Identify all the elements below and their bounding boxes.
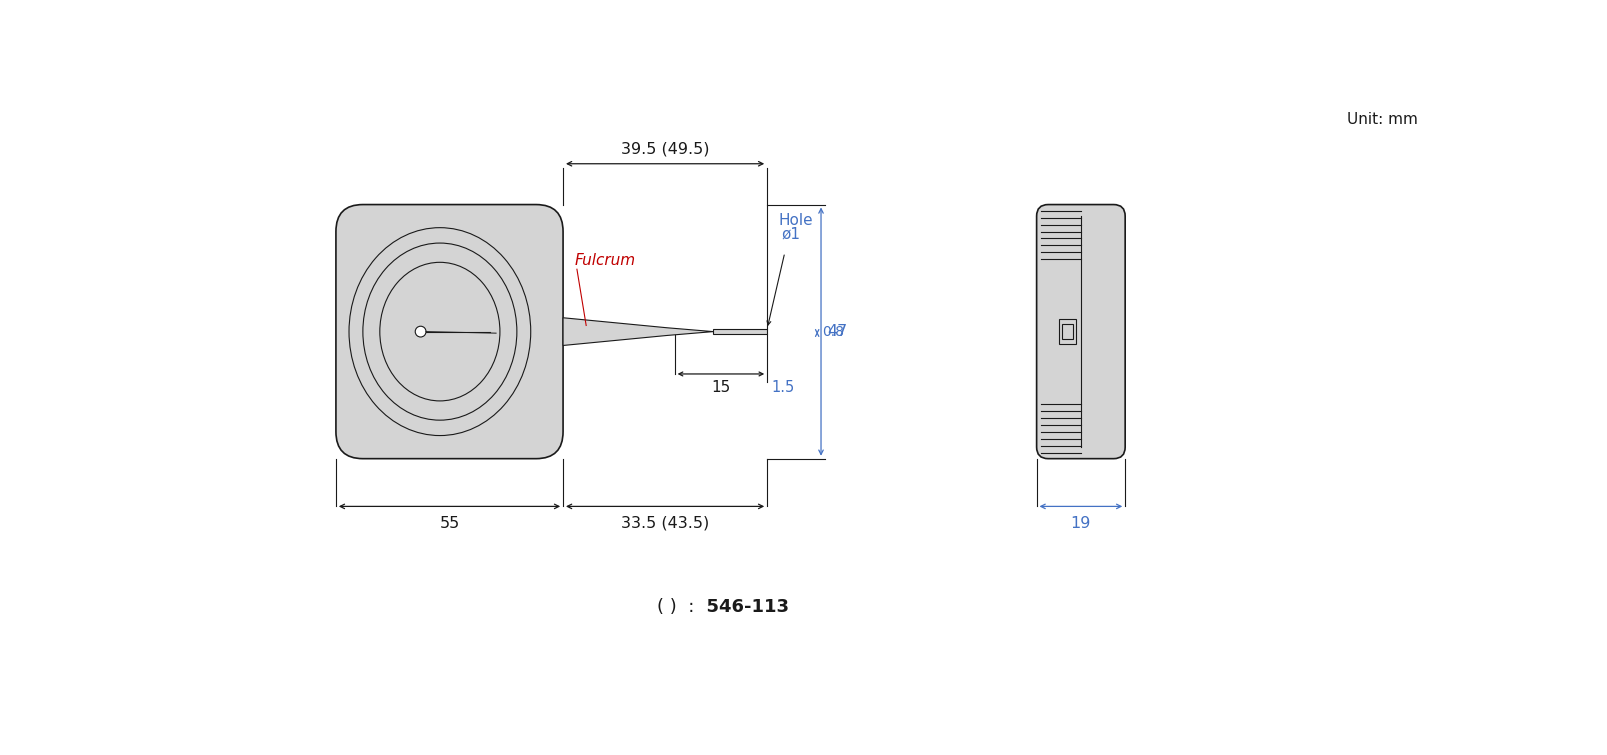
- FancyBboxPatch shape: [1037, 205, 1125, 458]
- Polygon shape: [714, 329, 767, 334]
- Text: 33.5 (43.5): 33.5 (43.5): [620, 516, 709, 531]
- Text: Unit: mm: Unit: mm: [1347, 112, 1417, 127]
- Text: ø1: ø1: [781, 226, 799, 242]
- Text: 546-113: 546-113: [694, 597, 789, 615]
- Bar: [1059, 319, 1075, 344]
- Text: 1.5: 1.5: [771, 380, 794, 395]
- Circle shape: [415, 326, 426, 337]
- Text: ( )  :: ( ) :: [656, 597, 694, 615]
- Text: 19: 19: [1070, 516, 1091, 531]
- Bar: [1062, 324, 1072, 339]
- Text: Fulcrum: Fulcrum: [574, 253, 635, 268]
- FancyBboxPatch shape: [336, 205, 562, 458]
- Text: 15: 15: [710, 380, 730, 395]
- Text: 55: 55: [439, 516, 460, 531]
- Polygon shape: [562, 318, 714, 346]
- Text: 47: 47: [826, 324, 847, 339]
- Text: 39.5 (49.5): 39.5 (49.5): [620, 141, 709, 156]
- Text: Hole: Hole: [778, 213, 813, 228]
- Text: 0.8: 0.8: [821, 325, 844, 338]
